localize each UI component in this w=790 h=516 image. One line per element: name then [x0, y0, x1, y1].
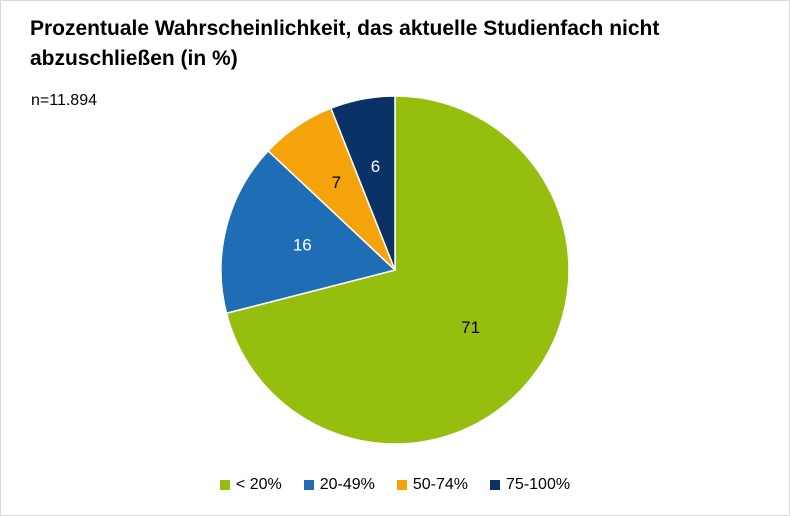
chart-title: Prozentuale Wahrscheinlichkeit, das aktu… — [30, 17, 660, 70]
legend-label-lt20: < 20% — [235, 476, 282, 493]
data-label-75-100: 6 — [371, 157, 380, 176]
legend-swatch-50-74 — [396, 480, 407, 490]
data-label-20-49: 16 — [293, 236, 312, 255]
legend-label-50-74: 50-74% — [412, 476, 469, 493]
pie-slice-lt20 — [225, 95, 570, 445]
legend-swatch-20-49 — [303, 480, 314, 490]
legend-item-lt20: < 20% — [219, 476, 282, 494]
data-label-lt20: 71 — [461, 318, 480, 337]
legend-label-20-49: 20-49% — [319, 476, 375, 493]
pie-slice-20-49 — [220, 149, 397, 315]
legend-item-20-49: 20-49% — [303, 476, 375, 494]
sample-size-note: n=11.894 — [31, 92, 97, 109]
legend-swatch-lt20 — [219, 480, 230, 490]
legend-item-50-74: 50-74% — [396, 476, 469, 494]
legend-item-75-100: 75-100% — [490, 476, 570, 494]
legend-label-75-100: 75-100% — [506, 476, 571, 493]
legend: < 20% 20-49% 50-74% 75-100% — [0, 476, 790, 494]
pie-slice-75-100 — [329, 95, 396, 271]
data-label-50-74: 7 — [332, 173, 341, 192]
legend-swatch-75-100 — [490, 480, 501, 490]
